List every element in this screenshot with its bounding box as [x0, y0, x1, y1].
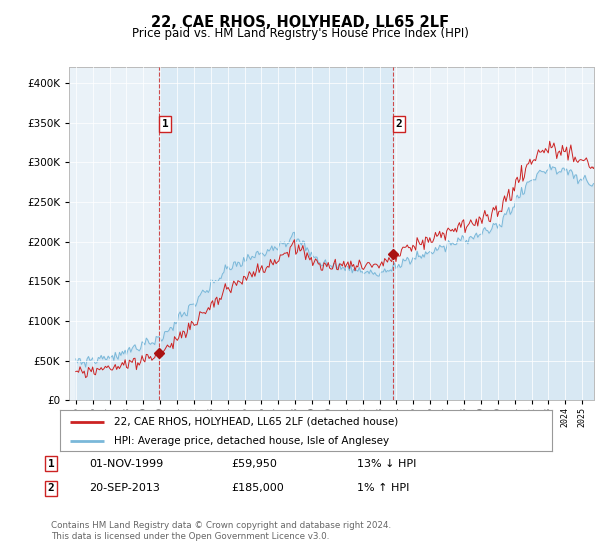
- Text: £59,950: £59,950: [231, 459, 277, 469]
- Text: 1: 1: [47, 459, 55, 469]
- Bar: [159, 67, 393, 400]
- Text: 2: 2: [395, 119, 403, 129]
- Text: 1% ↑ HPI: 1% ↑ HPI: [357, 483, 409, 493]
- Text: £185,000: £185,000: [231, 483, 284, 493]
- Text: 22, CAE RHOS, HOLYHEAD, LL65 2LF: 22, CAE RHOS, HOLYHEAD, LL65 2LF: [151, 15, 449, 30]
- Text: 22, CAE RHOS, HOLYHEAD, LL65 2LF (detached house): 22, CAE RHOS, HOLYHEAD, LL65 2LF (detach…: [114, 417, 398, 427]
- Text: 20-SEP-2013: 20-SEP-2013: [89, 483, 160, 493]
- Text: 2: 2: [47, 483, 55, 493]
- Text: 01-NOV-1999: 01-NOV-1999: [89, 459, 163, 469]
- Text: Contains HM Land Registry data © Crown copyright and database right 2024.
This d: Contains HM Land Registry data © Crown c…: [51, 521, 391, 540]
- Text: 1: 1: [161, 119, 168, 129]
- Text: HPI: Average price, detached house, Isle of Anglesey: HPI: Average price, detached house, Isle…: [114, 436, 389, 446]
- Text: Price paid vs. HM Land Registry's House Price Index (HPI): Price paid vs. HM Land Registry's House …: [131, 27, 469, 40]
- Text: 13% ↓ HPI: 13% ↓ HPI: [357, 459, 416, 469]
